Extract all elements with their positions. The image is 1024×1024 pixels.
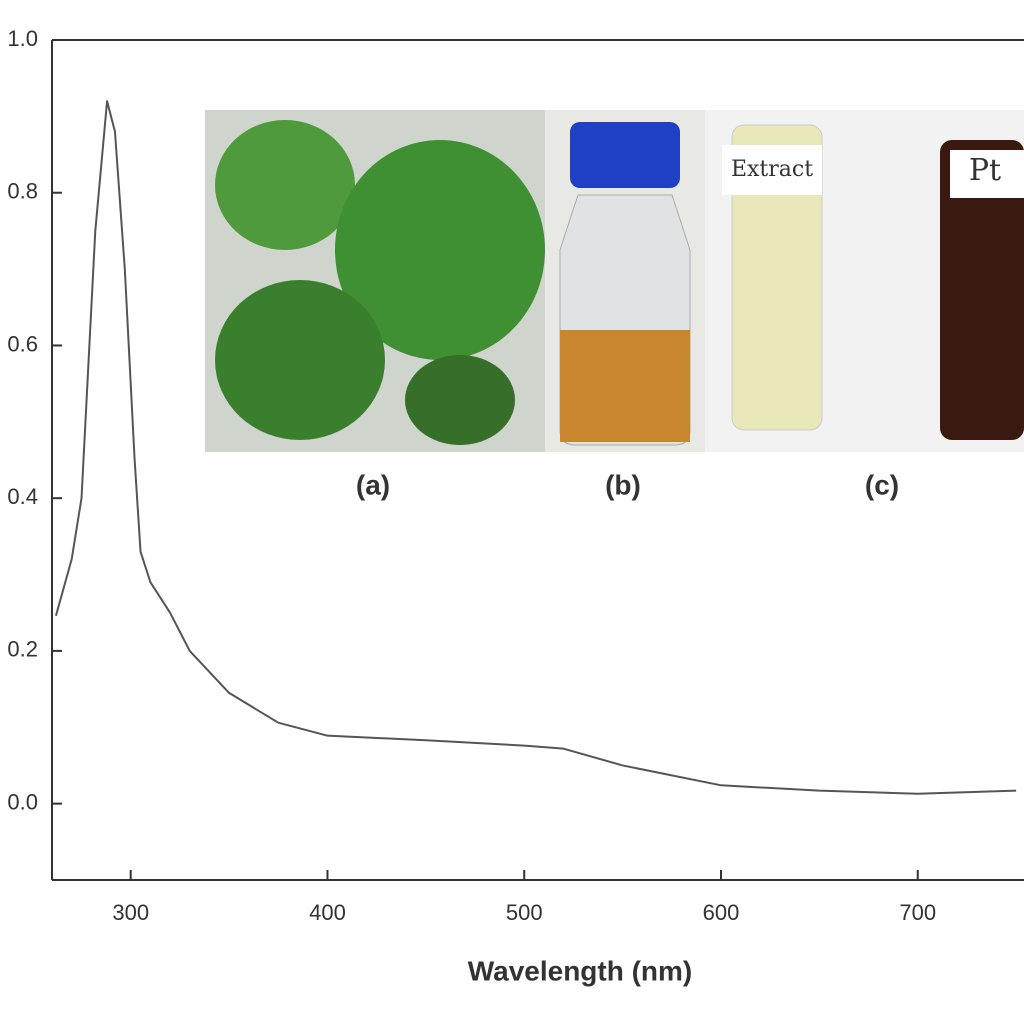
leaf <box>215 280 385 440</box>
inset-label: (a) <box>356 469 390 500</box>
vial-label <box>950 150 1024 198</box>
x-tick-label: 700 <box>899 900 936 925</box>
vial-text: Extract <box>731 157 813 182</box>
leaf <box>405 355 515 445</box>
y-tick-label: 1.0 <box>7 26 38 51</box>
x-tick-label: 400 <box>309 900 346 925</box>
leaf <box>215 120 355 250</box>
y-tick-label: 0.4 <box>7 484 38 509</box>
vial-extract <box>731 124 823 431</box>
inset-label: (b) <box>605 469 641 500</box>
bottle-liquid <box>560 330 690 442</box>
x-tick-label: 300 <box>112 900 149 925</box>
x-tick-label: 500 <box>506 900 543 925</box>
leaf <box>335 140 545 360</box>
vial-text: Pt <box>969 153 1001 188</box>
y-tick-label: 0.2 <box>7 637 38 662</box>
y-tick-label: 0.6 <box>7 331 38 356</box>
inset-photos: Extract Pt (a) (b) (c) <box>205 110 1024 500</box>
inset-label: (c) <box>865 469 899 500</box>
spectrum-line <box>54 100 1017 795</box>
x-axis-label: Wavelength (nm) <box>468 955 693 986</box>
vial-label <box>722 145 822 195</box>
y-tick-label: 0.8 <box>7 179 38 204</box>
y-tick-label: 0.0 <box>7 789 38 814</box>
bottle-cap <box>570 122 680 188</box>
vial-pt <box>940 140 1024 440</box>
x-tick-label: 600 <box>703 900 740 925</box>
